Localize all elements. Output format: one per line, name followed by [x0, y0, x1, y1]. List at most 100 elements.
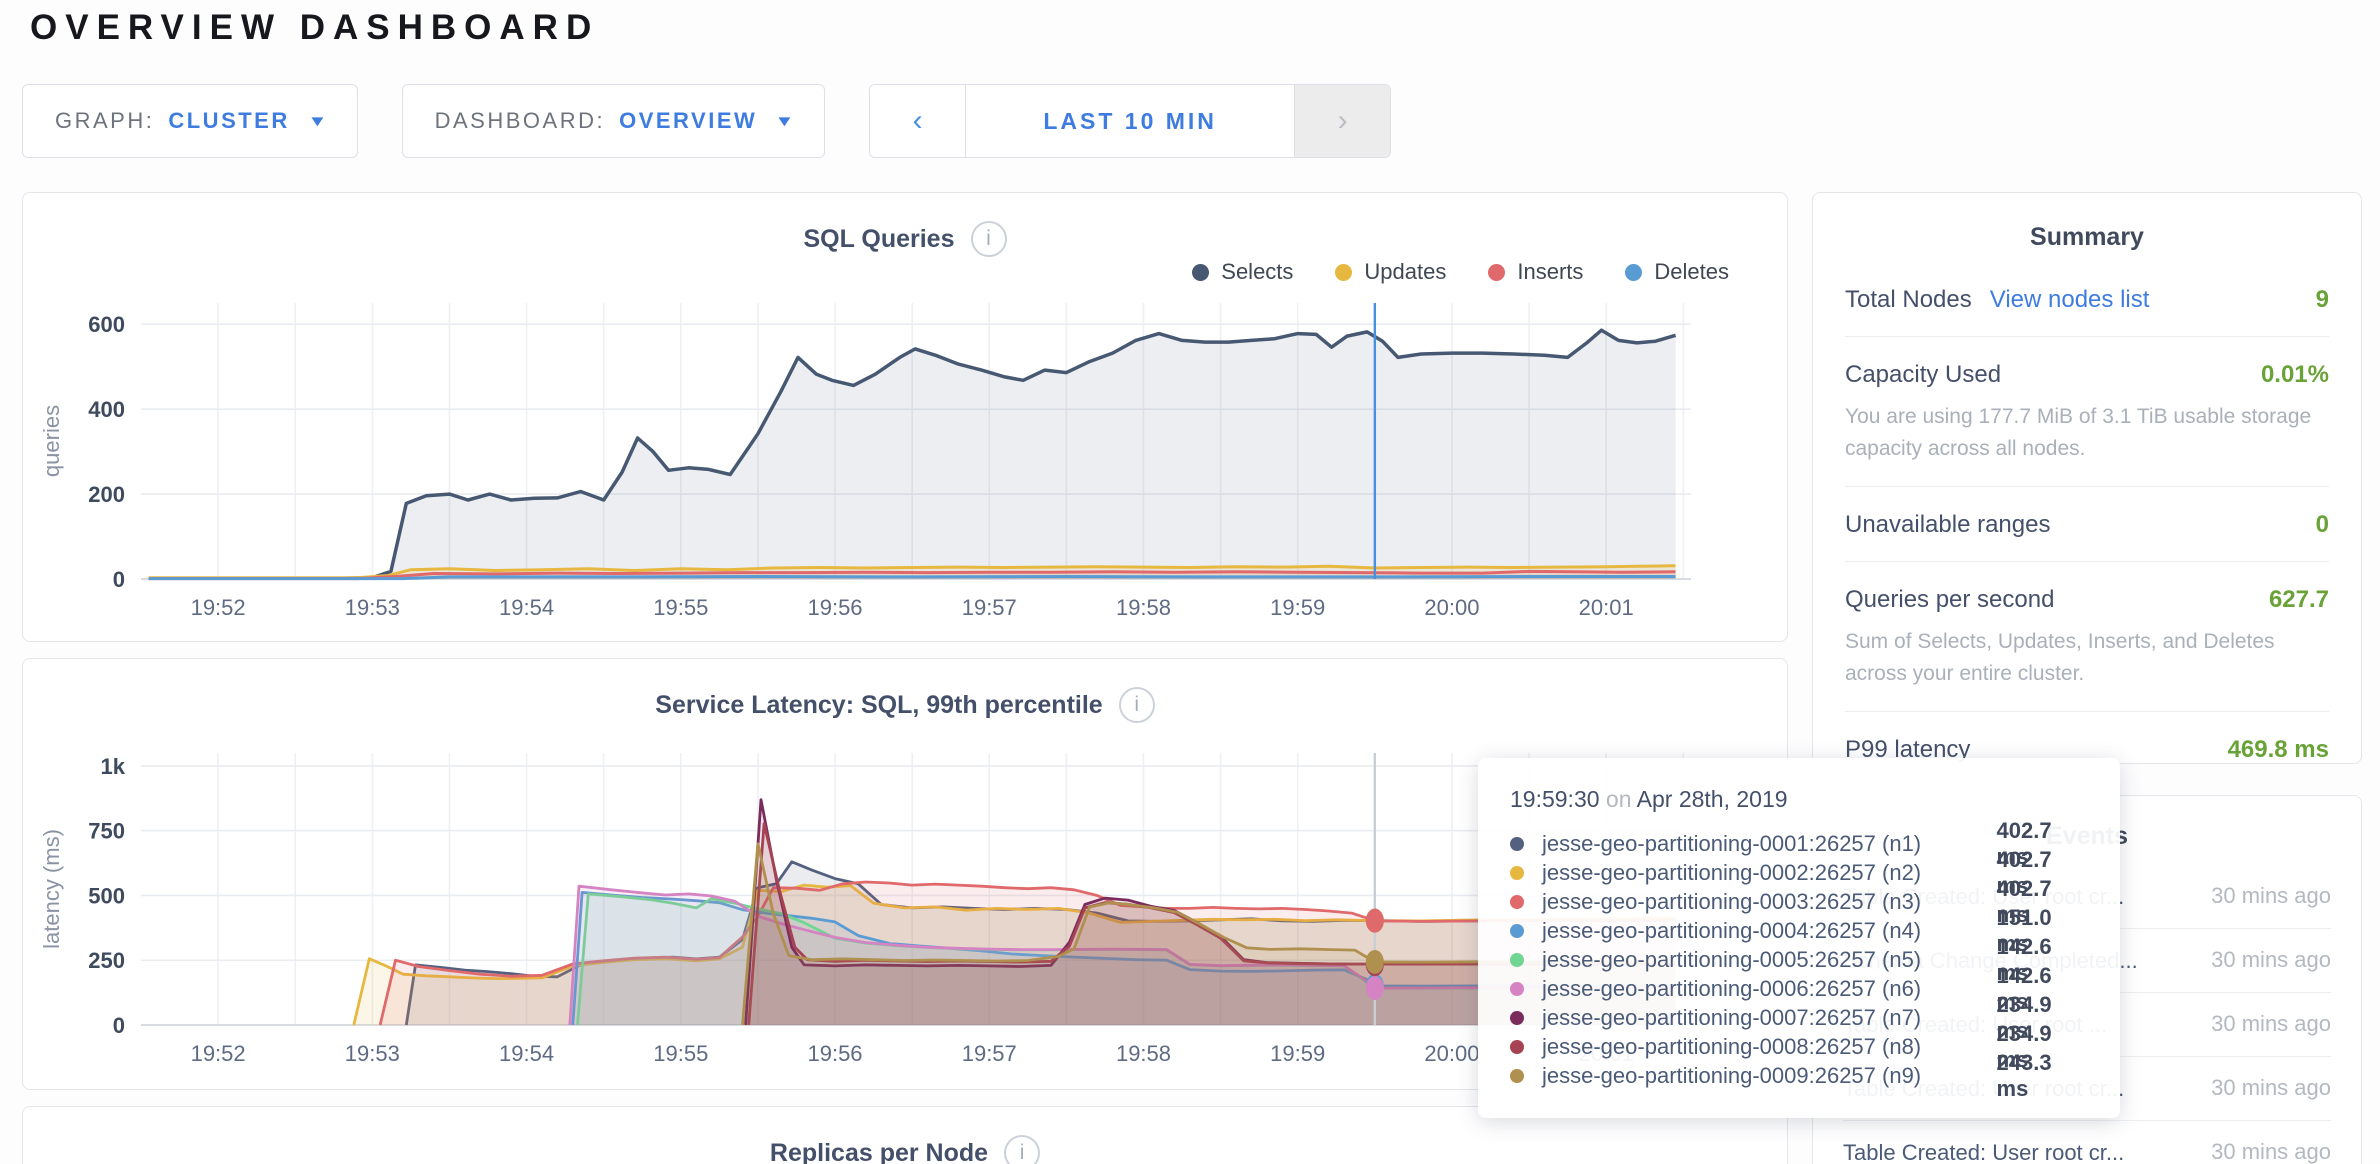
svg-text:0: 0 — [113, 1013, 125, 1038]
node-color-dot-icon — [1510, 1039, 1524, 1054]
legend-item-selects: Selects — [1192, 259, 1293, 285]
graph-dropdown-value: CLUSTER — [168, 108, 290, 133]
summary-row-value: 469.8 ms — [2227, 736, 2329, 763]
summary-row-value: 0 — [2315, 511, 2329, 538]
graph-dropdown[interactable]: GRAPH: CLUSTER ▼ — [22, 84, 358, 158]
tooltip-node-value: 402.7 ms — [1996, 817, 2052, 869]
svg-text:19:58: 19:58 — [1116, 1041, 1171, 1066]
summary-row-label: Queries per second — [1845, 586, 2055, 613]
tooltip-node-name: jesse-geo-partitioning-0005:26257 (n5) — [1542, 946, 1922, 972]
event-timestamp: 30 mins ago — [2211, 1011, 2331, 1037]
dashboard-dropdown-label: DASHBOARD: — [434, 108, 606, 133]
svg-text:19:55: 19:55 — [653, 595, 708, 620]
summary-row: Queries per second 627.7 Sum of Selects, U… — [1845, 562, 2329, 712]
node-color-dot-icon — [1510, 923, 1524, 938]
tooltip-node-value: 402.7 ms — [1996, 875, 2052, 927]
summary-row: Capacity Used 0.01% You are using 177.7 Mi… — [1845, 337, 2329, 487]
legend-dot-icon — [1488, 263, 1506, 281]
tooltip-node-name: jesse-geo-partitioning-0003:26257 (n3) — [1542, 888, 1922, 914]
node-color-dot-icon — [1510, 836, 1524, 851]
legend-item-updates: Updates — [1335, 259, 1446, 285]
svg-text:19:53: 19:53 — [345, 595, 400, 620]
tooltip-node-value: 142.6 ms — [1996, 962, 2052, 1014]
svg-text:19:52: 19:52 — [191, 595, 246, 620]
service-latency-panel: Service Latency: SQL, 99th percentile i … — [22, 658, 1788, 1090]
legend-label: Updates — [1364, 259, 1447, 284]
tooltip-node-row: jesse-geo-partitioning-0004:26257 (n4) 15… — [1510, 905, 2088, 956]
view-nodes-list-link[interactable]: View nodes list — [1989, 286, 2150, 313]
tooltip-node-row: jesse-geo-partitioning-0009:26257 (n9) 24… — [1510, 1050, 2088, 1101]
summary-row-description: Sum of Selects, Updates, Inserts, and De… — [1845, 630, 2275, 685]
sql-queries-title: SQL Queries — [803, 224, 955, 253]
info-icon[interactable]: i — [1004, 1135, 1041, 1164]
tooltip-node-row: jesse-geo-partitioning-0001:26257 (n1) 40… — [1510, 818, 2088, 869]
tooltip-node-row: jesse-geo-partitioning-0007:26257 (n7) 23… — [1510, 992, 2088, 1043]
svg-text:20:01: 20:01 — [1579, 595, 1634, 620]
svg-text:19:58: 19:58 — [1116, 595, 1171, 620]
summary-row: Total Nodes View nodes list 9 — [1845, 262, 2329, 337]
tooltip-timestamp: 19:59:30 on Apr 28th, 2019 — [1510, 786, 1788, 812]
tooltip-node-row: jesse-geo-partitioning-0006:26257 (n6) 14… — [1510, 963, 2088, 1014]
summary-row: Unavailable ranges 0 — [1845, 487, 2329, 562]
svg-text:600: 600 — [88, 312, 125, 337]
node-color-dot-icon — [1510, 894, 1524, 909]
dashboard-dropdown[interactable]: DASHBOARD: OVERVIEW ▼ — [401, 84, 826, 158]
tooltip-node-name: jesse-geo-partitioning-0002:26257 (n2) — [1542, 859, 1922, 885]
summary-row-label: Unavailable ranges — [1845, 511, 2051, 538]
page-title: OVERVIEW DASHBOARD — [30, 8, 600, 47]
legend-item-inserts: Inserts — [1488, 259, 1583, 285]
service-latency-title: Service Latency: SQL, 99th percentile — [655, 690, 1103, 719]
tooltip-node-name: jesse-geo-partitioning-0006:26257 (n6) — [1542, 975, 1922, 1001]
summary-row-value: 627.7 — [2268, 586, 2329, 613]
replicas-per-node-title: Replicas per Node — [769, 1138, 989, 1164]
tooltip-node-value: 234.9 ms — [1996, 1020, 2052, 1072]
event-row: Table Created: User root cr... 30 mins ag… — [1843, 1121, 2331, 1164]
tooltip-node-row: jesse-geo-partitioning-0002:26257 (n2) 40… — [1510, 847, 2088, 898]
svg-text:1k: 1k — [101, 754, 126, 779]
summary-row-head: Capacity Used 0.01% — [1845, 361, 2329, 389]
svg-text:latency (ms): latency (ms) — [39, 829, 64, 949]
time-next-button[interactable]: › — [1294, 85, 1391, 157]
legend-label: Deletes — [1654, 259, 1729, 284]
graph-dropdown-label: GRAPH: — [55, 108, 155, 133]
event-text: Table Created: User root cr... — [1843, 1139, 2125, 1164]
legend-dot-icon — [1625, 263, 1643, 281]
tooltip-node-name: jesse-geo-partitioning-0007:26257 (n7) — [1542, 1004, 1922, 1030]
tooltip-node-value: 234.9 ms — [1996, 991, 2052, 1043]
svg-text:20:00: 20:00 — [1424, 1041, 1479, 1066]
tooltip-node-name: jesse-geo-partitioning-0004:26257 (n4) — [1542, 917, 1922, 943]
svg-text:19:52: 19:52 — [191, 1041, 246, 1066]
tooltip-node-value: 243.3 ms — [1996, 1049, 2052, 1101]
info-icon[interactable]: i — [1118, 687, 1155, 723]
summary-row-label: Capacity Used — [1845, 361, 2002, 388]
chart-hover-tooltip: 19:59:30 on Apr 28th, 2019 jesse-geo-par… — [1478, 758, 2120, 1118]
legend-dot-icon — [1335, 263, 1353, 281]
chevron-down-icon: ▼ — [774, 112, 795, 130]
svg-text:queries: queries — [39, 405, 64, 477]
tooltip-node-row: jesse-geo-partitioning-0008:26257 (n8) 23… — [1510, 1021, 2088, 1072]
svg-text:19:55: 19:55 — [653, 1041, 708, 1066]
time-range-button[interactable]: LAST 10 MIN — [966, 85, 1295, 157]
tooltip-node-name: jesse-geo-partitioning-0009:26257 (n9) — [1542, 1062, 1922, 1088]
event-timestamp: 30 mins ago — [2211, 1075, 2331, 1101]
summary-rows: Total Nodes View nodes list 9 Capacity Used… — [1845, 262, 2329, 786]
chevron-down-icon: ▼ — [307, 112, 328, 130]
summary-panel: Summary Total Nodes View nodes list 9 Capac… — [1812, 192, 2362, 764]
summary-row-value: 9 — [2315, 286, 2329, 313]
node-color-dot-icon — [1510, 1010, 1524, 1025]
legend-item-deletes: Deletes — [1625, 259, 1729, 285]
service-latency-chart[interactable]: 0 250 500 750 1k 19:52 19:53 19:54 19:55 19:56 19:… — [31, 741, 1751, 1082]
sql-queries-chart[interactable]: 0 200 400 600 19:52 19:53 19:54 19:55 19:56 19:57… — [31, 289, 1751, 634]
info-icon[interactable]: i — [970, 221, 1007, 257]
sql-queries-panel: SQL Queries i Selects Updates Inserts Delet… — [22, 192, 1788, 642]
time-prev-button[interactable]: ‹ — [870, 85, 967, 157]
svg-text:19:57: 19:57 — [962, 595, 1017, 620]
svg-text:19:53: 19:53 — [345, 1041, 400, 1066]
replicas-per-node-panel: Replicas per Node i — [22, 1106, 1788, 1164]
time-range-selector: ‹ LAST 10 MIN › — [869, 84, 1392, 158]
svg-text:19:59: 19:59 — [1270, 1041, 1325, 1066]
event-timestamp: 30 mins ago — [2211, 947, 2331, 973]
controls-bar: GRAPH: CLUSTER ▼ DASHBOARD: OVERVIEW ▼ ‹… — [22, 84, 1392, 158]
svg-text:250: 250 — [88, 948, 125, 973]
tooltip-rows: jesse-geo-partitioning-0001:26257 (n1) 40… — [1510, 818, 2088, 1101]
